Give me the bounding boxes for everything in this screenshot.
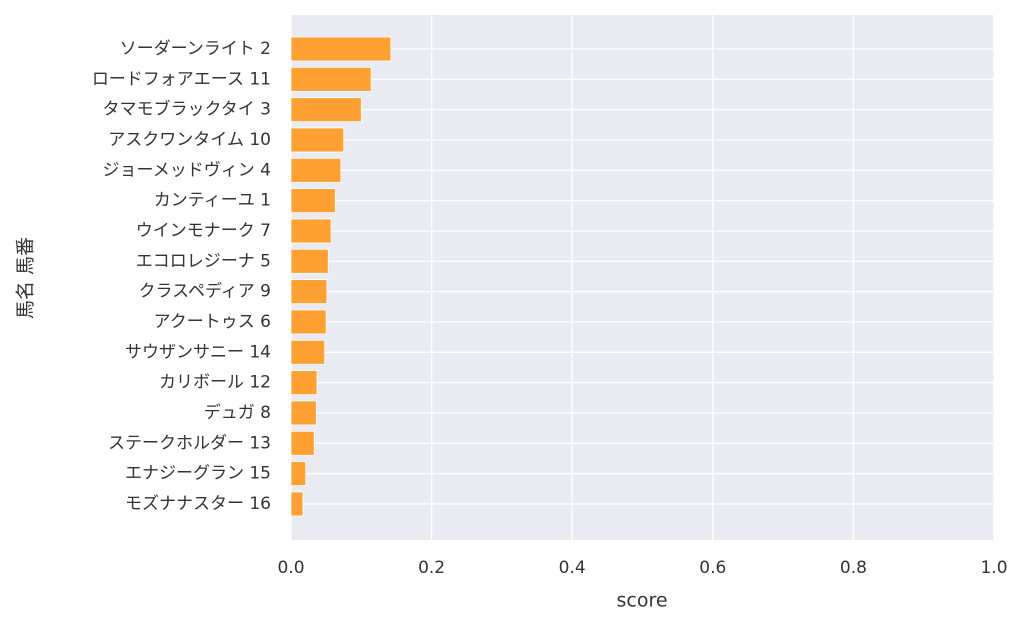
bar (290, 127, 345, 153)
bar (290, 309, 327, 335)
bar (290, 218, 332, 244)
y-tick-label: ウインモナーク 7 (136, 221, 271, 241)
x-tick-label: 0.2 (418, 558, 445, 578)
y-tick-label: ジョーメッドヴィン 4 (102, 160, 271, 180)
bar (290, 430, 315, 456)
y-tick-label: ソーダーンライト 2 (120, 39, 271, 59)
y-tick-label: アスクワンタイム 10 (108, 130, 271, 150)
x-tick-label: 0.4 (559, 558, 586, 578)
x-tick-label: 0.8 (840, 558, 867, 578)
y-tick-label: タマモブラックタイ 3 (102, 99, 271, 120)
bar (290, 248, 329, 274)
x-tick-label: 0.6 (699, 558, 726, 578)
y-axis-label: 馬名 馬番 (15, 237, 37, 319)
bar (290, 97, 362, 123)
y-tick-label: エコロレジーナ 5 (136, 251, 271, 271)
bar (290, 279, 328, 305)
y-tick-label: デュガ 8 (204, 402, 271, 423)
y-tick-label: カリボール 12 (159, 373, 271, 393)
bar (290, 36, 392, 62)
plot-area (291, 15, 994, 540)
bar (290, 461, 307, 487)
x-tick-label: 1.0 (980, 558, 1007, 578)
bar (290, 400, 317, 426)
bar (290, 491, 304, 517)
bar (290, 339, 326, 365)
bar (290, 188, 336, 214)
y-tick-label: サウザンサニー 14 (125, 342, 271, 362)
y-tick-label: モズナナスター 16 (125, 494, 271, 514)
y-tick-label: カンティーユ 1 (154, 191, 271, 211)
x-tick-label: 0.0 (277, 558, 304, 578)
bar (290, 66, 372, 92)
y-tick-label: エナジーグラン 15 (125, 464, 271, 484)
y-tick-label: アクートゥス 6 (154, 312, 271, 332)
x-axis-label: score (616, 590, 667, 612)
y-tick-label: ステークホルダー 13 (108, 433, 271, 453)
y-tick-label: クラスペディア 9 (139, 281, 272, 302)
bar (290, 157, 342, 183)
bar (290, 370, 318, 396)
y-tick-label: ロードフォアエース 11 (92, 69, 271, 89)
